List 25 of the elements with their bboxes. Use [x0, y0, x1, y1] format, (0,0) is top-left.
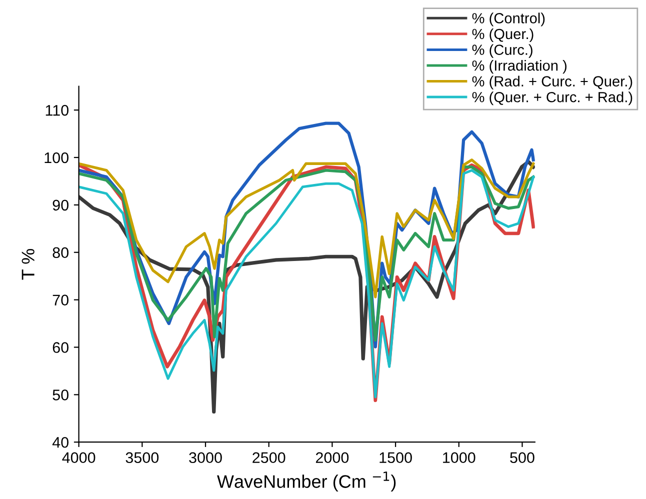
- x-tick-label: 500: [510, 452, 534, 464]
- legend-label: % (Control): [472, 12, 545, 26]
- line-series: [78, 158, 535, 298]
- x-tick-label: 3000: [189, 452, 222, 464]
- y-tick-label: 80: [52, 247, 68, 258]
- legend-label: % (Quer.): [472, 28, 534, 42]
- x-tick-label: 1500: [380, 452, 412, 464]
- y-tick-label: 40: [52, 436, 68, 448]
- y-tick-label: 50: [52, 390, 68, 400]
- x-tick-label: 4000: [62, 452, 96, 464]
- x-axis-title: WaveNumber (Cm $^{−1}$): [217, 472, 396, 492]
- legend-label: % (Rad. + Curc. + Quer.): [472, 76, 632, 90]
- y-tick-label: 110: [46, 104, 68, 116]
- y-tick-label: 60: [52, 342, 68, 353]
- x-tick-label: 2500: [252, 452, 286, 464]
- legend-label: % (Irradiation ): [472, 60, 566, 74]
- x-tick-label: 3500: [126, 452, 159, 464]
- y-tick-label: 100: [44, 152, 68, 164]
- x-tick-label: 1000: [443, 452, 476, 464]
- x-tick-label: 2000: [316, 452, 349, 464]
- legend-label: % (Quer. + Curc. + Rad.): [472, 92, 632, 106]
- y-axis-title: T %: [22, 248, 34, 280]
- legend-label: % (Curc.): [472, 44, 532, 58]
- y-tick-label: 90: [52, 200, 68, 211]
- y-tick-label: 70: [52, 294, 68, 306]
